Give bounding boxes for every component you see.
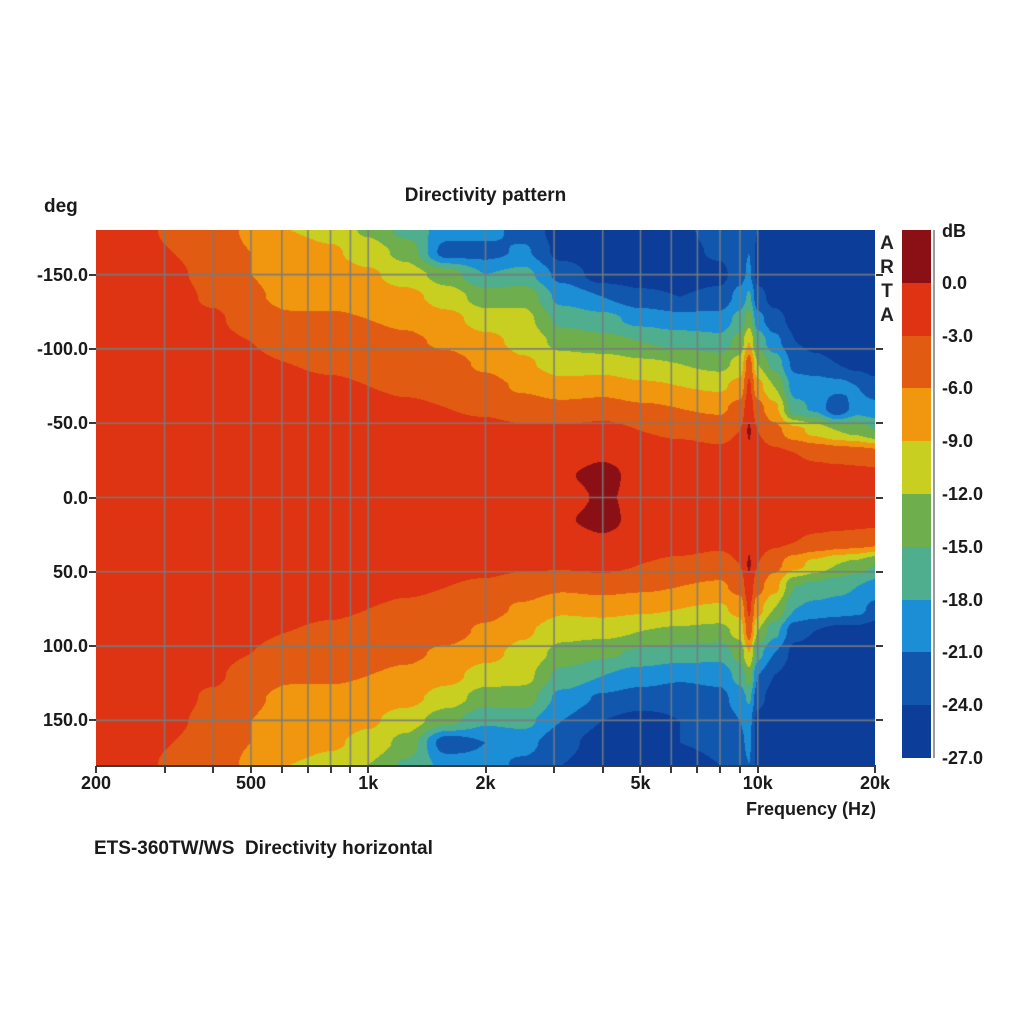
- colorbar-tick-label: -12.0: [942, 484, 984, 504]
- x-tick-mark: [349, 766, 352, 773]
- y-tick-mark: [89, 496, 96, 499]
- y-tick-mark: [876, 347, 883, 350]
- y-tick-label: -50.0: [46, 413, 88, 434]
- y-tick-mark: [89, 273, 96, 276]
- colorbar-tick-label: -24.0: [942, 695, 984, 716]
- arta-watermark-letter: A: [880, 305, 894, 326]
- x-tick-mark: [874, 766, 876, 773]
- colorbar-unit-label: dB: [942, 221, 966, 241]
- x-tick-label: 2k: [475, 773, 496, 793]
- y-tick-mark: [89, 570, 96, 573]
- x-tick-label: 20k: [859, 773, 891, 793]
- y-tick-mark: [89, 645, 96, 648]
- x-tick-mark: [670, 766, 673, 773]
- x-tick-mark: [212, 766, 215, 773]
- directivity-heatmap-canvas: [96, 230, 875, 765]
- colorbar-axis-line: [933, 230, 935, 758]
- chart-title: Directivity pattern: [404, 185, 567, 206]
- y-tick-label: 0.0: [62, 487, 88, 508]
- colorbar-tick-label: -9.0: [942, 431, 974, 452]
- y-axis-unit-label: deg: [44, 196, 78, 217]
- colorbar-segment: [902, 705, 931, 758]
- colorbar-segment: [902, 282, 931, 336]
- x-tick-mark: [280, 766, 283, 773]
- x-tick-mark: [367, 766, 370, 773]
- x-tick-label: 200: [80, 773, 112, 793]
- y-tick-label: 150.0: [42, 710, 88, 731]
- y-tick-mark: [876, 273, 883, 276]
- colorbar-segment: [902, 493, 931, 547]
- x-tick-mark: [306, 766, 309, 773]
- colorbar-segment: [902, 652, 931, 706]
- y-tick-label: -100.0: [36, 338, 88, 359]
- x-tick-mark: [249, 766, 252, 773]
- x-tick-label: 500: [235, 773, 266, 793]
- x-tick-mark: [639, 766, 642, 773]
- y-tick-label: 50.0: [52, 561, 88, 582]
- x-tick-label: 10k: [742, 773, 773, 793]
- arta-watermark-letter: A: [880, 233, 894, 254]
- x-tick-mark: [95, 766, 97, 773]
- arta-watermark-letter: R: [880, 257, 894, 278]
- colorbar-segment: [902, 335, 931, 389]
- x-tick-mark: [719, 766, 721, 773]
- x-tick-mark: [484, 766, 487, 773]
- colorbar-segment: [902, 230, 931, 283]
- y-tick-mark: [89, 719, 96, 722]
- x-tick-mark: [163, 766, 166, 773]
- colorbar-tick-label: -18.0: [942, 589, 984, 610]
- colorbar-tick-label: -15.0: [942, 536, 984, 557]
- y-tick-label: -150.0: [36, 264, 88, 285]
- x-tick-mark: [756, 766, 759, 773]
- plot-area: [96, 230, 875, 765]
- colorbar-segment: [902, 388, 931, 442]
- colorbar-tick-label: -21.0: [942, 642, 984, 663]
- y-tick-mark: [876, 719, 883, 722]
- x-tick-label: 5k: [630, 773, 651, 793]
- x-tick-mark: [329, 766, 332, 773]
- colorbar-tick-label: -3.0: [942, 325, 974, 346]
- x-tick-mark: [601, 766, 604, 773]
- colorbar-segment: [902, 546, 931, 600]
- colorbar-tick-label: 0.0: [942, 272, 968, 293]
- colorbar-segment: [902, 599, 931, 653]
- y-tick-label: 100.0: [42, 636, 88, 657]
- measurement-caption: ETS-360TW/WS Directivity horizontal: [94, 838, 433, 859]
- y-tick-mark: [876, 570, 883, 573]
- x-tick-mark: [553, 766, 556, 773]
- colorbar-segment: [902, 441, 931, 494]
- y-tick-mark: [876, 645, 883, 648]
- x-tick-label: 1k: [358, 773, 379, 793]
- arta-watermark-letter: T: [881, 281, 893, 302]
- colorbar-tick-label: -27.0: [942, 748, 984, 768]
- colorbar: [902, 230, 931, 758]
- y-tick-mark: [876, 496, 883, 499]
- x-tick-mark: [738, 766, 741, 773]
- y-tick-mark: [876, 422, 883, 425]
- x-axis-title: Frequency (Hz): [745, 799, 876, 819]
- y-tick-mark: [89, 422, 96, 425]
- y-tick-mark: [89, 347, 96, 350]
- x-tick-mark: [696, 766, 699, 773]
- colorbar-tick-label: -6.0: [942, 378, 974, 399]
